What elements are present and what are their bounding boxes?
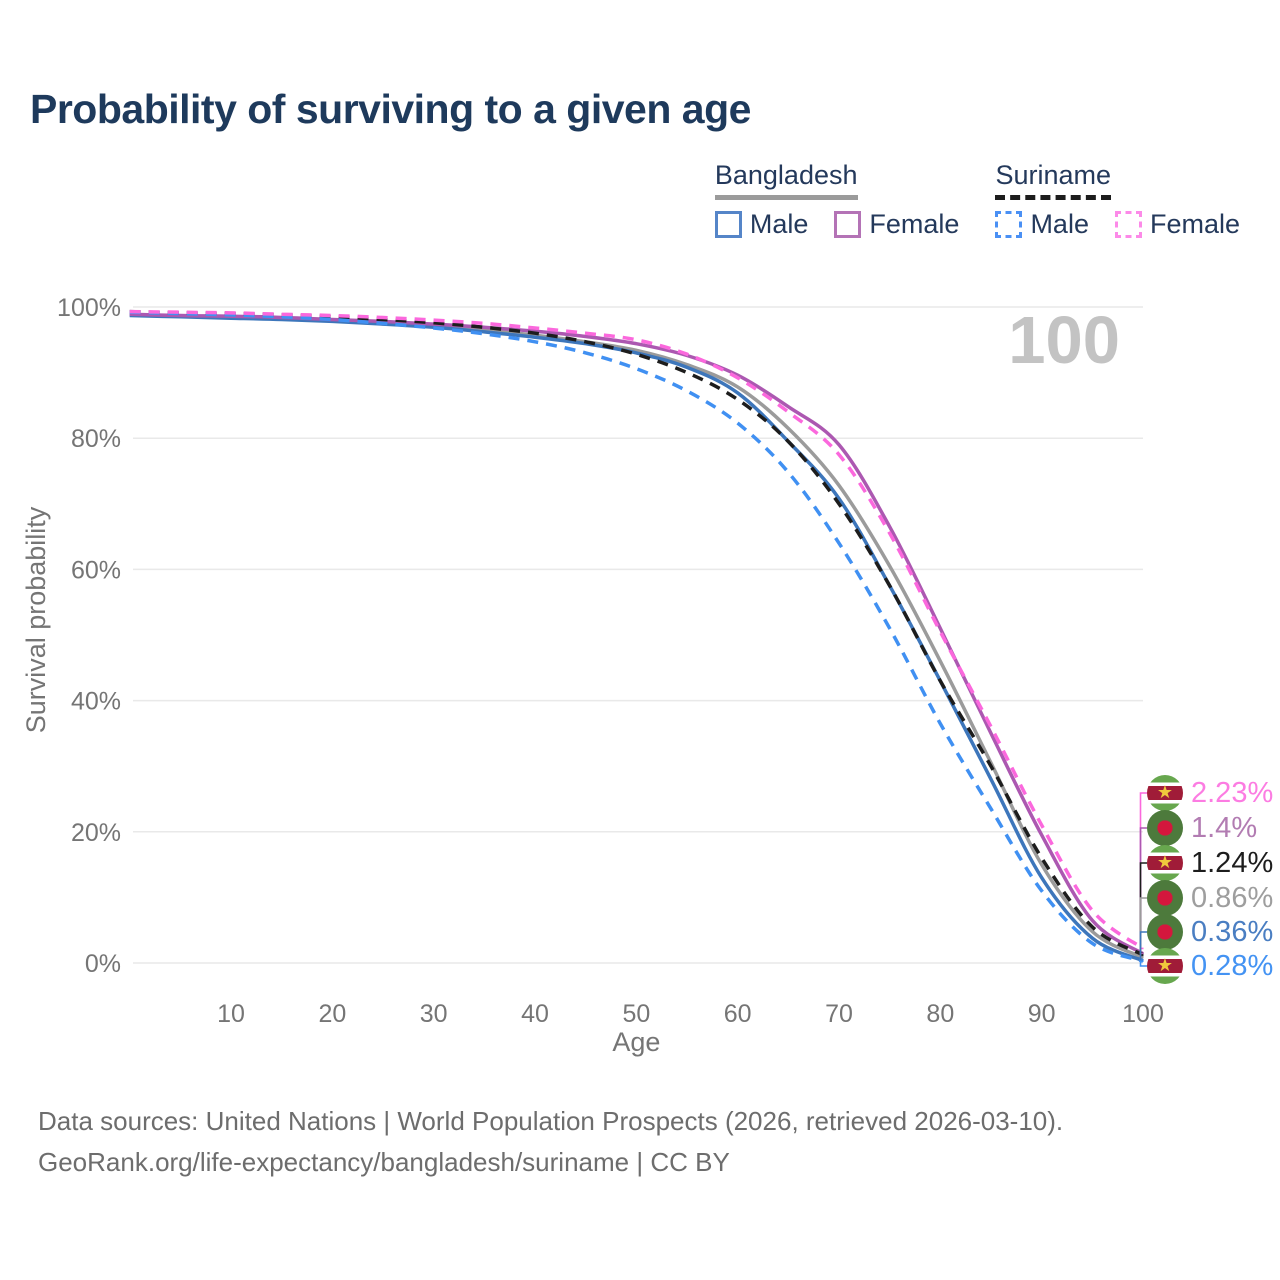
legend: Bangladesh Male Female Suriname Male — [714, 160, 1240, 240]
end-label-bangladesh-female: 1.4% — [1147, 810, 1257, 846]
end-label-value: 0.28% — [1191, 949, 1274, 982]
suriname-flag-icon — [1147, 845, 1183, 881]
y-axis-tick-label: 100% — [57, 294, 121, 322]
bangladesh-flag-icon — [1147, 914, 1183, 950]
suriname-flag-icon — [1147, 948, 1183, 984]
series-line-bangladesh-female — [129, 312, 1144, 956]
series-line-suriname-male — [129, 310, 1144, 963]
legend-country-suriname: Suriname — [995, 160, 1111, 200]
series-line-bangladesh-male — [129, 313, 1144, 963]
x-axis-tick-label: 60 — [724, 1000, 752, 1028]
y-axis-tick-label: 0% — [85, 950, 121, 978]
legend-items-bangladesh: Male Female — [714, 209, 959, 240]
attribution-line: GeoRank.org/life-expectancy/bangladesh/s… — [38, 1147, 730, 1177]
legend-item-suriname-male[interactable]: Male — [995, 209, 1089, 240]
end-label-value: 0.36% — [1191, 915, 1274, 948]
footer: Data sources: United Nations | World Pop… — [38, 1101, 1063, 1183]
y-axis-tick-label: 40% — [71, 688, 121, 716]
legend-group-bangladesh: Bangladesh Male Female — [714, 160, 959, 240]
legend-label-bangladesh-male: Male — [749, 209, 809, 239]
x-axis-tick-label: 70 — [825, 1000, 853, 1028]
y-axis-tick-label: 80% — [71, 425, 121, 453]
end-label-value: 0.86% — [1191, 881, 1274, 914]
legend-country-bangladesh: Bangladesh — [714, 160, 858, 200]
legend-items-suriname: Male Female — [995, 209, 1240, 240]
x-axis-tick-label: 90 — [1028, 1000, 1056, 1028]
legend-swatch-bangladesh-male-icon — [714, 211, 742, 238]
y-axis-title: Survival probability — [21, 506, 51, 733]
x-axis-tick-label: 80 — [926, 1000, 954, 1028]
end-label-suriname-female: 2.23% — [1147, 775, 1273, 811]
bangladesh-flag-icon — [1147, 810, 1183, 846]
suriname-flag-icon — [1147, 775, 1183, 811]
legend-item-suriname-female[interactable]: Female — [1114, 209, 1240, 240]
legend-label-suriname-male: Male — [1030, 209, 1089, 239]
bangladesh-flag-icon — [1147, 880, 1183, 916]
legend-item-bangladesh-male[interactable]: Male — [714, 209, 809, 240]
end-label-bangladesh-both: 0.86% — [1147, 880, 1273, 916]
legend-swatch-suriname-male-icon — [995, 211, 1023, 238]
x-axis-tick-label: 20 — [318, 1000, 346, 1028]
y-axis-tick-label: 60% — [71, 556, 121, 584]
age-counter-watermark: 100 — [1008, 303, 1120, 378]
legend-label-suriname-female: Female — [1149, 209, 1240, 239]
end-label-bangladesh-male: 0.36% — [1147, 914, 1273, 950]
legend-swatch-suriname-female-icon — [1114, 211, 1142, 238]
x-axis-tick-label: 100 — [1122, 1000, 1164, 1028]
end-label-suriname-both: 1.24% — [1147, 845, 1273, 881]
end-label-connector — [1139, 897, 1147, 959]
legend-swatch-bangladesh-female-icon — [834, 211, 862, 238]
legend-group-suriname: Suriname Male Female — [995, 160, 1240, 240]
end-label-value: 2.23% — [1191, 776, 1274, 809]
end-label-suriname-male: 0.28% — [1147, 948, 1273, 984]
x-axis-tick-label: 50 — [622, 1000, 650, 1028]
legend-label-bangladesh-female: Female — [869, 209, 960, 239]
x-axis-tick-label: 40 — [521, 1000, 549, 1028]
series-line-bangladesh-both-sexes — [129, 313, 1144, 959]
data-sources-line: Data sources: United Nations | World Pop… — [38, 1106, 1064, 1136]
page-title: Probability of surviving to a given age — [30, 86, 751, 132]
end-label-value: 1.4% — [1191, 811, 1258, 844]
x-axis-tick-label: 30 — [420, 1000, 448, 1028]
end-label-connector — [1139, 960, 1147, 967]
y-axis-tick-label: 20% — [71, 819, 121, 847]
series-line-suriname-both-sexes — [129, 309, 1144, 957]
series-line-suriname-female — [129, 309, 1145, 950]
end-label-value: 1.24% — [1191, 846, 1274, 879]
x-axis-tick-label: 10 — [217, 1000, 245, 1028]
x-axis-title: Age — [612, 1027, 660, 1057]
legend-item-bangladesh-female[interactable]: Female — [834, 209, 959, 240]
